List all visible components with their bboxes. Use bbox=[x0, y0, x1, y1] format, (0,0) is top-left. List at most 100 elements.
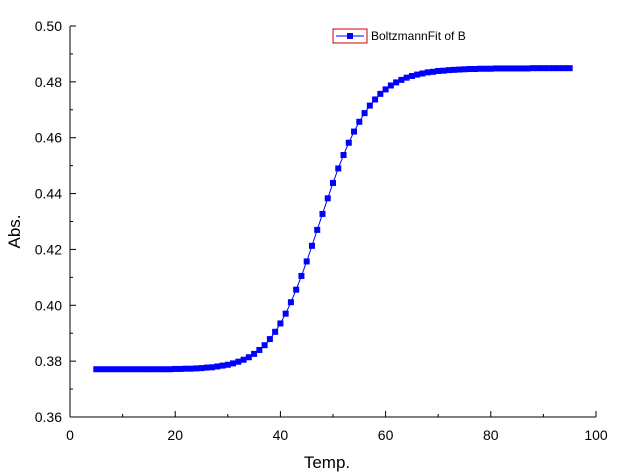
data-point bbox=[414, 71, 421, 78]
x-tick-label: 20 bbox=[167, 427, 183, 443]
data-point bbox=[172, 365, 179, 372]
data-point bbox=[540, 65, 547, 72]
data-point bbox=[550, 65, 557, 72]
legend-frame bbox=[332, 28, 368, 44]
data-point bbox=[340, 152, 347, 159]
data-point bbox=[419, 70, 426, 77]
data-point bbox=[230, 360, 237, 367]
data-point bbox=[456, 66, 463, 73]
y-axis-title: Abs. bbox=[5, 214, 24, 248]
data-point bbox=[282, 310, 289, 317]
data-point bbox=[561, 65, 568, 72]
data-point bbox=[372, 96, 379, 103]
x-tick-label: 0 bbox=[66, 427, 74, 443]
data-point bbox=[429, 68, 436, 75]
series-line bbox=[96, 67, 570, 370]
data-point bbox=[114, 366, 121, 373]
data-point bbox=[261, 342, 268, 349]
data-point bbox=[472, 66, 479, 73]
y-tick-label: 0.42 bbox=[35, 241, 62, 257]
data-point bbox=[103, 366, 110, 373]
data-point bbox=[235, 358, 242, 365]
x-tick-label: 80 bbox=[483, 427, 499, 443]
data-point bbox=[272, 328, 279, 335]
y-tick-label: 0.46 bbox=[35, 130, 62, 146]
series-layer bbox=[93, 65, 573, 373]
data-point bbox=[345, 139, 352, 146]
data-point bbox=[319, 210, 326, 217]
data-point bbox=[277, 320, 284, 327]
data-point bbox=[156, 366, 163, 373]
data-point bbox=[514, 65, 521, 72]
data-point bbox=[266, 336, 273, 343]
data-point bbox=[256, 346, 263, 353]
data-point bbox=[335, 165, 342, 172]
x-axis-title: Temp. bbox=[304, 453, 350, 472]
data-point bbox=[529, 65, 536, 72]
axes bbox=[69, 26, 596, 418]
data-point bbox=[308, 242, 315, 249]
data-point bbox=[124, 366, 131, 373]
data-point bbox=[161, 366, 168, 373]
data-point bbox=[366, 102, 373, 109]
data-point bbox=[508, 65, 515, 72]
data-point bbox=[408, 72, 415, 79]
data-point bbox=[351, 128, 358, 135]
ticks: 0 20 40 60 80 100 0.36 0.38 0.40 0.42 0.44 0.46 0.48… bbox=[35, 18, 608, 443]
data-point bbox=[140, 366, 147, 373]
x-tick-label: 40 bbox=[273, 427, 289, 443]
data-point bbox=[493, 65, 500, 72]
data-point bbox=[545, 65, 552, 72]
data-point bbox=[503, 65, 510, 72]
data-point bbox=[219, 362, 226, 369]
data-point bbox=[535, 65, 542, 72]
data-point bbox=[240, 356, 247, 363]
data-point bbox=[135, 366, 142, 373]
data-point bbox=[393, 79, 400, 86]
data-point bbox=[566, 65, 573, 72]
y-tick-label: 0.50 bbox=[35, 18, 62, 34]
legend: BoltzmannFit of B bbox=[332, 28, 466, 44]
data-point bbox=[498, 65, 505, 72]
x-tick-label: 100 bbox=[584, 427, 608, 443]
data-point bbox=[166, 366, 173, 373]
y-tick-label: 0.36 bbox=[35, 409, 62, 425]
data-point bbox=[303, 258, 310, 265]
x-tick-label: 60 bbox=[378, 427, 394, 443]
data-point bbox=[193, 365, 200, 372]
data-point bbox=[524, 65, 531, 72]
data-point bbox=[314, 226, 321, 233]
data-point bbox=[109, 366, 116, 373]
legend-marker bbox=[347, 33, 353, 39]
data-point bbox=[519, 65, 526, 72]
data-point bbox=[251, 350, 258, 357]
data-point bbox=[245, 354, 252, 361]
data-point bbox=[119, 366, 126, 373]
data-point bbox=[435, 67, 442, 74]
data-point bbox=[93, 366, 100, 373]
legend-label: BoltzmannFit of B bbox=[371, 29, 466, 43]
data-point bbox=[182, 365, 189, 372]
data-point bbox=[466, 66, 473, 73]
data-point bbox=[398, 76, 405, 83]
data-point bbox=[145, 366, 152, 373]
data-point bbox=[450, 66, 457, 73]
data-point bbox=[424, 69, 431, 76]
data-point bbox=[403, 74, 410, 81]
data-point bbox=[387, 82, 394, 89]
data-point bbox=[330, 179, 336, 186]
data-point bbox=[440, 67, 447, 74]
data-point bbox=[224, 361, 231, 368]
data-point bbox=[487, 65, 494, 72]
data-point bbox=[203, 364, 210, 371]
data-point bbox=[214, 363, 221, 370]
y-tick-label: 0.44 bbox=[35, 186, 62, 202]
data-point bbox=[477, 65, 484, 72]
data-point bbox=[293, 286, 300, 293]
data-point bbox=[324, 195, 331, 202]
y-tick-label: 0.40 bbox=[35, 297, 62, 313]
data-point bbox=[130, 366, 137, 373]
data-point bbox=[287, 299, 294, 306]
